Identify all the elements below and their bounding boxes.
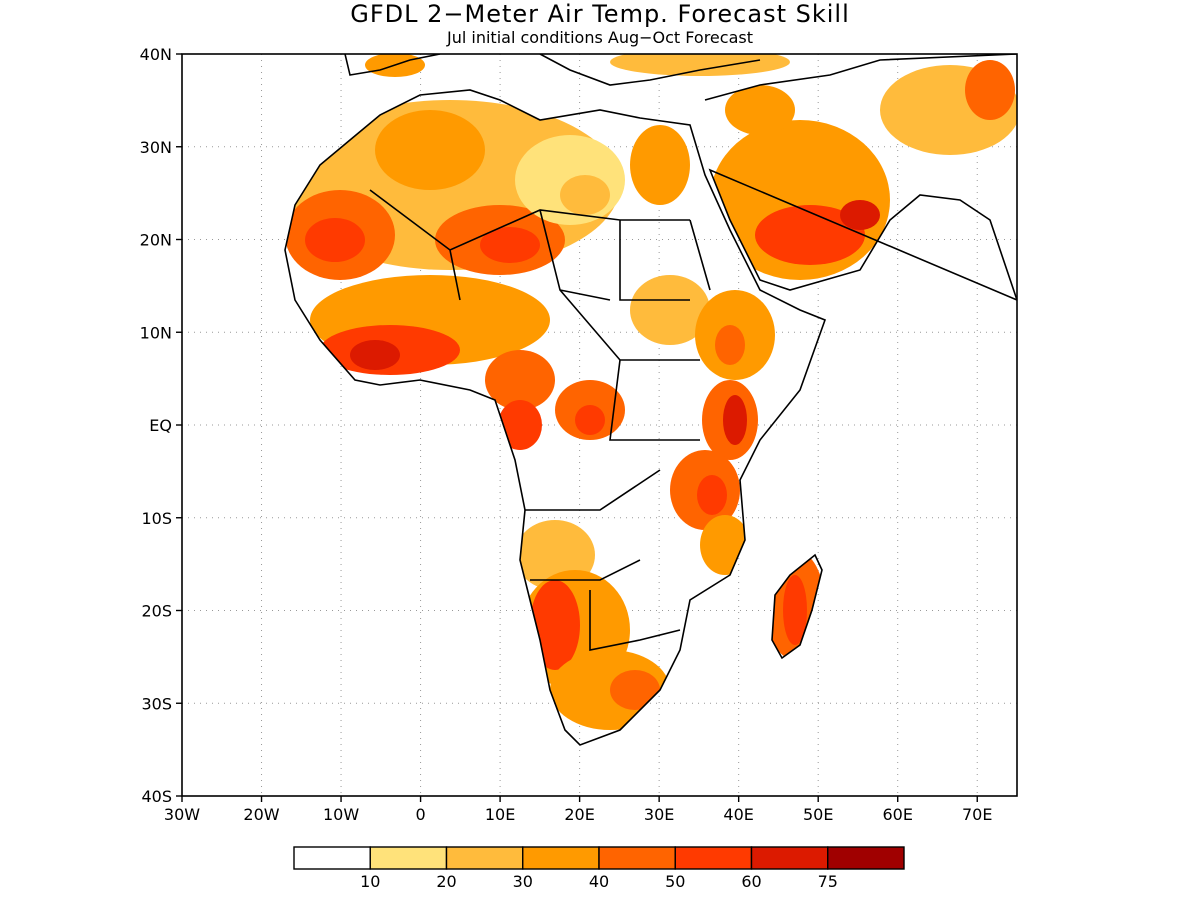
shade-sa-core xyxy=(610,670,660,710)
map-title: GFDL 2−Meter Air Temp. Forecast Skill xyxy=(350,0,850,28)
colorbar-swatch xyxy=(445,846,524,870)
europe-coastline xyxy=(344,54,761,86)
arabia-coastline xyxy=(704,54,1017,301)
colorbar-swatch xyxy=(827,846,905,870)
lon-tick-label: 20E xyxy=(564,805,594,824)
shade-gabon xyxy=(498,400,542,450)
lat-tick-label: 10S xyxy=(141,509,172,528)
shade-egypt xyxy=(630,125,690,205)
colorbar-label: 30 xyxy=(513,872,533,891)
lat-axis: 40N 30N 20N 10N EQ 10S 20S 30S 40S xyxy=(140,45,182,806)
colorbar-label: 10 xyxy=(360,872,380,891)
shade-kenya-core xyxy=(723,395,747,445)
shade-algeria xyxy=(375,110,485,190)
map-subtitle: Jul initial conditions Aug−Oct Forecast xyxy=(447,28,753,47)
colorbar-swatch xyxy=(522,846,600,870)
lon-tick-label: 60E xyxy=(882,805,912,824)
shade-iran-east xyxy=(965,60,1015,120)
lon-tick-label: 10W xyxy=(323,805,359,824)
colorbar-swatch xyxy=(293,846,371,870)
colorbar-label: 40 xyxy=(589,872,609,891)
lat-tick-label: 40S xyxy=(141,787,172,806)
colorbar-label: 75 xyxy=(818,872,838,891)
lon-tick-label: 0 xyxy=(415,805,425,824)
colorbar: 10 20 30 40 50 60 75 xyxy=(293,846,905,891)
shade-levant xyxy=(725,85,795,135)
shade-med-europe xyxy=(610,54,790,76)
lon-axis: 30W 20W 10W 0 10E 20E 30E 40E 50E 60E 70E xyxy=(164,796,992,824)
lat-tick-label: 40N xyxy=(140,45,172,64)
shade-niger-core xyxy=(480,227,540,263)
shade-namibia-core xyxy=(530,580,580,670)
lat-tick-label: 20S xyxy=(141,602,172,621)
shade-arabia-core xyxy=(755,205,865,265)
lat-tick-label: EQ xyxy=(149,416,172,435)
lon-tick-label: 30E xyxy=(644,805,674,824)
lon-tick-label: 50E xyxy=(803,805,833,824)
colorbar-swatch xyxy=(369,846,448,870)
lon-tick-label: 30W xyxy=(164,805,200,824)
shade-sudan xyxy=(630,275,710,345)
skill-shading xyxy=(285,54,1017,730)
colorbar-label: 20 xyxy=(436,872,456,891)
shade-mauritania-core xyxy=(305,218,365,262)
lat-tick-label: 20N xyxy=(140,231,172,250)
shade-tanzania-core xyxy=(697,475,727,515)
lon-tick-label: 20W xyxy=(243,805,279,824)
colorbar-swatch xyxy=(674,846,753,870)
coastlines xyxy=(284,54,1017,746)
shade-oman xyxy=(840,200,880,230)
lat-tick-label: 30S xyxy=(141,694,172,713)
shade-madagascar-core xyxy=(783,575,807,645)
shade-ivory-coast xyxy=(350,340,400,370)
border-lines xyxy=(369,189,711,651)
madagascar-coastline xyxy=(771,553,823,660)
colorbar-swatch xyxy=(598,846,676,870)
lon-tick-label: 40E xyxy=(723,805,753,824)
shade-libya xyxy=(560,175,610,215)
lat-tick-label: 10N xyxy=(140,323,172,342)
lat-tick-label: 30N xyxy=(140,138,172,157)
lon-tick-label: 70E xyxy=(962,805,992,824)
colorbar-swatch xyxy=(750,846,829,870)
shade-cameroon xyxy=(485,350,555,410)
colorbar-label: 50 xyxy=(665,872,685,891)
africa-coastline xyxy=(284,89,827,746)
colorbar-label: 60 xyxy=(741,872,761,891)
shade-ethiopia-core xyxy=(715,325,745,365)
shade-car-core xyxy=(575,405,605,435)
lon-tick-label: 10E xyxy=(485,805,515,824)
